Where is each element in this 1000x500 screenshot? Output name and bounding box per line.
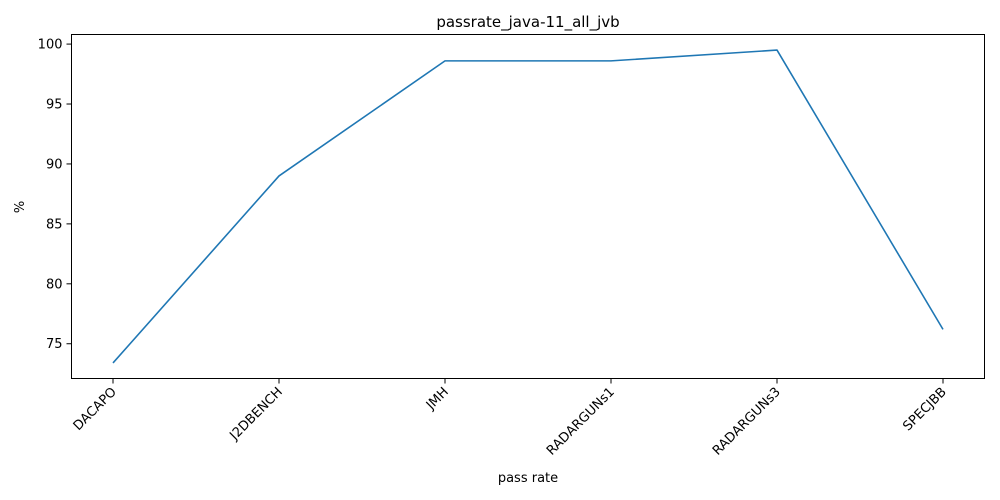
y-tick-label: 90 (46, 157, 63, 172)
x-tick-label: DACAPO (71, 385, 120, 434)
plot-area-frame (71, 34, 985, 379)
x-axis-label: pass rate (498, 471, 558, 486)
chart-title: passrate_java-11_all_jvb (436, 13, 619, 32)
x-tick-label: RADARGUNs1 (544, 385, 618, 459)
x-axis: DACAPO J2DBENCH JMH RADARGUNs1 RADARGUNs3 SPE… (71, 378, 950, 459)
x-tick-label: SPECJBB (900, 385, 950, 435)
y-axis-label: % (13, 201, 28, 213)
y-axis: 75 80 85 90 95 100 (38, 38, 72, 352)
y-tick-label: 75 (46, 337, 63, 352)
y-tick-label: 85 (46, 217, 63, 232)
x-tick-label: RADARGUNs3 (710, 385, 784, 459)
y-tick-label: 100 (38, 38, 63, 53)
y-tick-label: 95 (46, 98, 63, 113)
x-tick-label: J2DBENCH (227, 385, 286, 444)
x-tick-label: JMH (423, 385, 452, 414)
y-tick-label: 80 (46, 277, 63, 292)
series-line (112, 49, 944, 364)
